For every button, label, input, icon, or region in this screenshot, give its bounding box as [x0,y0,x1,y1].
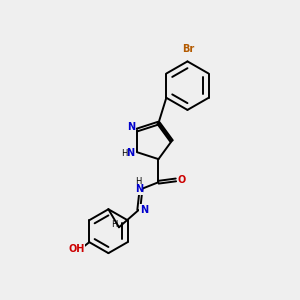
Text: OH: OH [68,244,85,254]
Text: O: O [177,175,186,185]
Text: N: N [127,148,135,158]
Text: H: H [136,177,142,186]
Text: N: N [127,122,135,132]
Text: N: N [140,205,148,215]
Text: H: H [112,220,118,229]
Text: Br: Br [182,44,195,54]
Text: H: H [121,149,127,158]
Text: N: N [135,184,143,194]
